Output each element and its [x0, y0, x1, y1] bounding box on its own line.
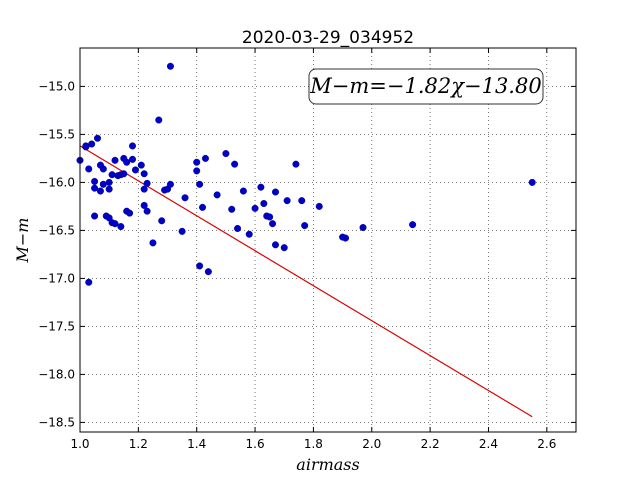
y-tick-label: −18.0 [38, 367, 75, 381]
data-point [269, 220, 277, 228]
data-point [166, 180, 174, 188]
data-point [342, 234, 350, 242]
y-tick-label: −16.5 [38, 223, 75, 237]
x-tick-label: 1.0 [70, 437, 89, 451]
data-point [140, 185, 148, 193]
data-point [266, 213, 274, 221]
grid [79, 48, 576, 432]
fit-line-group [79, 145, 533, 418]
data-point [140, 170, 148, 178]
data-point [315, 202, 323, 210]
x-tick-label: 2.2 [421, 437, 440, 451]
data-point [96, 187, 104, 195]
data-point [283, 197, 291, 205]
data-point [155, 116, 163, 124]
data-point [260, 200, 268, 208]
x-tick-label: 2.4 [479, 437, 498, 451]
plot-frame [79, 47, 577, 433]
data-point [131, 166, 139, 174]
x-tick-label: 1.2 [129, 437, 148, 451]
x-tick-label: 1.8 [304, 437, 323, 451]
x-tick-label: 2.0 [362, 437, 381, 451]
data-point [239, 187, 247, 195]
x-tick-label: 1.6 [246, 437, 265, 451]
data-point [204, 268, 212, 276]
data-point [257, 183, 265, 191]
x-axis-label: airmass [296, 455, 359, 474]
data-point [129, 142, 137, 150]
data-point [140, 201, 148, 209]
data-point [91, 212, 99, 220]
data-point [91, 177, 99, 185]
x-tick-label: 1.4 [187, 437, 206, 451]
data-point [137, 161, 145, 169]
data-point [528, 178, 536, 186]
fit-equation-box: M−m=−1.82χ−13.80 [308, 68, 544, 105]
data-point [149, 239, 157, 247]
data-point [111, 156, 119, 164]
data-point [292, 160, 300, 168]
data-point [359, 224, 367, 232]
y-tick-label: −15.5 [38, 127, 75, 141]
data-point [181, 194, 189, 202]
data-point [213, 191, 221, 199]
y-tick-label: −15.0 [38, 79, 75, 93]
data-point [193, 158, 201, 166]
y-axis-label: M−m [13, 218, 32, 264]
data-point [91, 184, 99, 192]
data-point [105, 185, 113, 193]
data-point [120, 170, 128, 178]
data-point [222, 150, 230, 158]
y-tick-label: −17.5 [38, 319, 75, 333]
data-point [143, 207, 151, 215]
data-point [143, 179, 151, 187]
data-point [178, 227, 186, 235]
data-point [231, 160, 239, 168]
data-point [196, 180, 204, 188]
data-point [85, 278, 93, 286]
data-point [193, 167, 201, 175]
data-point [251, 204, 259, 212]
data-point [117, 223, 125, 231]
data-point [280, 244, 288, 252]
data-point [105, 178, 113, 186]
data-point [199, 203, 207, 211]
fit-line [79, 145, 533, 418]
fit-equation: M−m=−1.82χ−13.80 [309, 74, 541, 98]
data-point [94, 134, 102, 142]
x-axis-ticks: 1.0 1.2 1.4 1.6 1.8 2.0 2.2 2.4 2.6 [70, 48, 556, 451]
data-point [245, 230, 253, 238]
data-point [85, 165, 93, 173]
data-point [158, 217, 166, 225]
data-point [166, 62, 174, 70]
y-tick-label: −18.5 [38, 415, 75, 429]
data-point [228, 205, 236, 213]
data-point [82, 142, 90, 150]
x-tick-label: 2.6 [537, 437, 556, 451]
data-point [301, 222, 309, 230]
data-point [271, 241, 279, 249]
data-point [409, 221, 417, 229]
data-point [126, 209, 134, 217]
data-point [99, 165, 107, 173]
data-points [76, 62, 536, 286]
chart-title: 2020-03-29_034952 [242, 28, 414, 48]
data-point [201, 154, 209, 162]
data-point [99, 180, 107, 188]
data-point [271, 188, 279, 196]
data-point [123, 158, 131, 166]
data-point [111, 220, 119, 228]
y-tick-label: −17.0 [38, 271, 75, 285]
data-point [108, 171, 116, 179]
data-point [88, 140, 96, 148]
y-axis-ticks: −15.0 −15.5 −16.0 −16.5 −17.0 −17.5 −18.0 −18.5 [38, 79, 576, 429]
data-point [129, 155, 137, 163]
data-point [298, 197, 306, 205]
data-point [234, 224, 242, 232]
data-point [196, 262, 204, 270]
y-tick-label: −16.0 [38, 175, 75, 189]
